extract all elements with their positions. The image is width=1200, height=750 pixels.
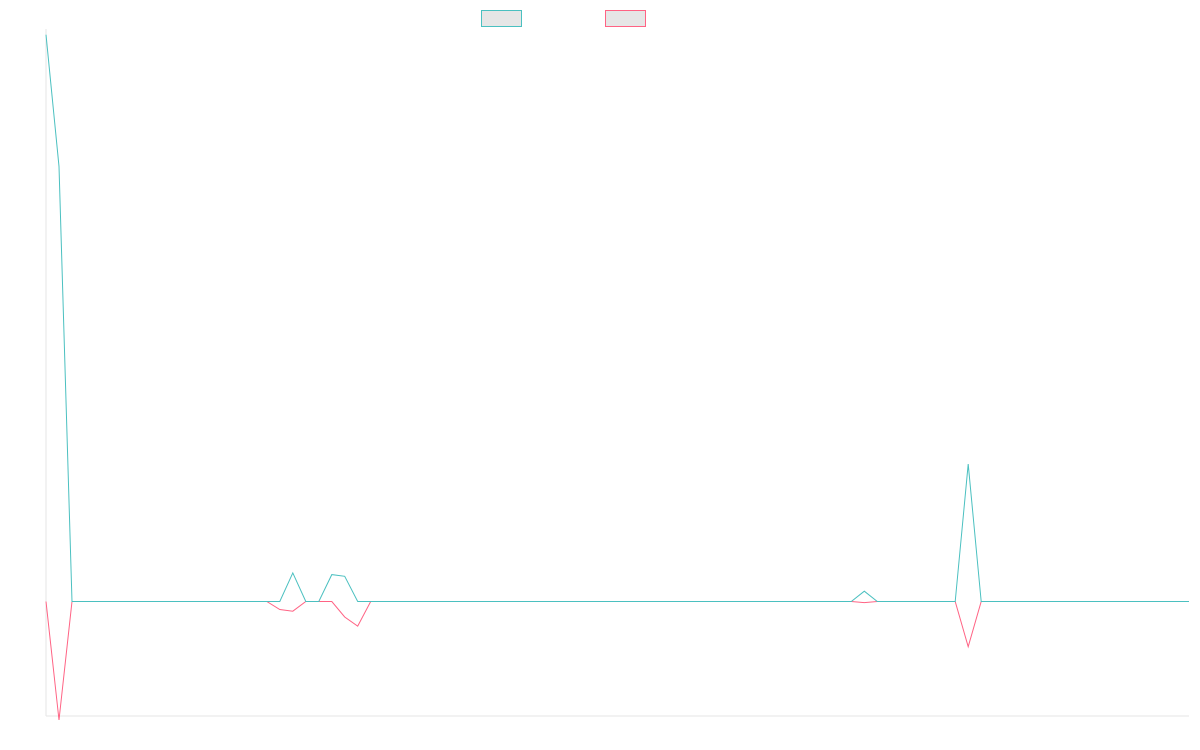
legend-swatch-2[interactable] bbox=[605, 10, 646, 27]
chart-legend[interactable] bbox=[481, 10, 646, 27]
series-line-1 bbox=[45, 34, 1189, 602]
legend-swatch-1[interactable] bbox=[481, 10, 522, 27]
series-layer bbox=[45, 34, 1189, 721]
series-line-2 bbox=[45, 601, 1189, 721]
